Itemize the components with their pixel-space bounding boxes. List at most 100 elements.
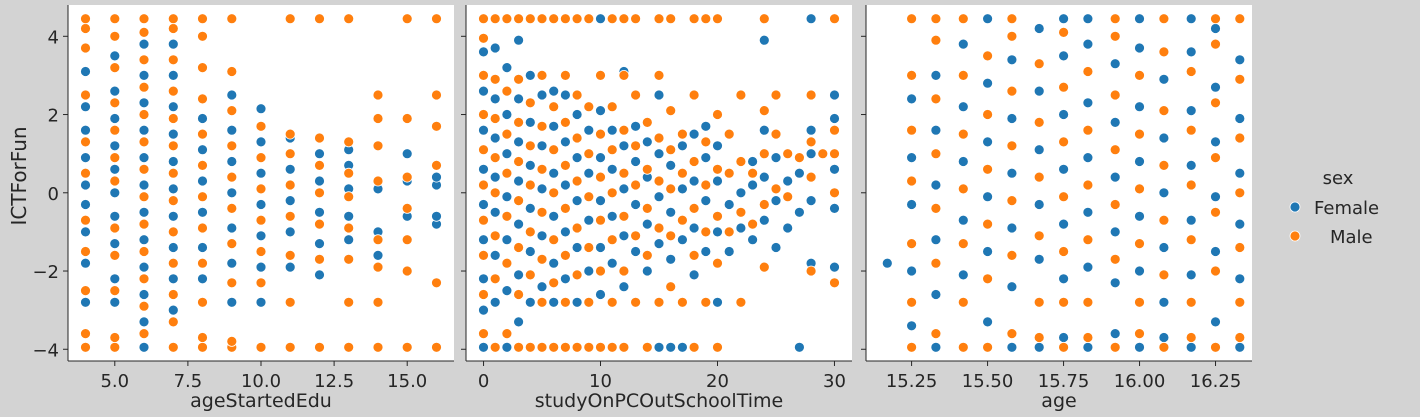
point-female xyxy=(513,316,524,328)
point-female xyxy=(595,13,606,25)
point-male xyxy=(431,120,442,132)
point-female xyxy=(226,257,238,269)
point-female xyxy=(1082,152,1094,164)
point-male xyxy=(688,249,700,261)
point-male xyxy=(630,13,641,25)
legend-label-female: Female xyxy=(1314,198,1379,219)
point-female xyxy=(1006,113,1018,124)
point-male xyxy=(930,93,942,105)
point-female xyxy=(982,136,993,148)
point-female xyxy=(536,89,548,101)
point-male xyxy=(1006,249,1018,261)
point-male xyxy=(1006,85,1018,97)
point-male xyxy=(80,214,91,226)
point-male xyxy=(829,277,840,289)
point-male xyxy=(829,124,840,136)
point-female xyxy=(930,70,942,81)
point-female xyxy=(478,273,489,285)
point-female xyxy=(548,257,560,269)
legend-marker-male xyxy=(1289,230,1301,242)
point-male xyxy=(583,242,595,253)
point-male xyxy=(343,341,355,353)
point-male xyxy=(478,328,489,340)
point-male xyxy=(314,187,325,199)
point-male xyxy=(758,105,770,116)
point-male xyxy=(138,328,150,340)
point-male xyxy=(167,226,179,238)
point-male xyxy=(1058,191,1069,203)
point-male xyxy=(1234,187,1246,199)
point-male xyxy=(1033,171,1045,183)
point-female xyxy=(560,89,571,101)
point-male xyxy=(630,140,641,152)
x-tick-label: 0 xyxy=(478,371,489,392)
point-male xyxy=(80,285,91,297)
point-male xyxy=(109,13,121,25)
point-female xyxy=(401,148,413,160)
point-female xyxy=(536,140,548,152)
point-female xyxy=(501,341,513,353)
point-male xyxy=(1158,269,1170,281)
point-male xyxy=(109,332,121,343)
point-male xyxy=(255,277,267,289)
point-male xyxy=(524,341,536,353)
point-male xyxy=(758,13,770,25)
point-male xyxy=(618,124,630,136)
point-female xyxy=(606,124,618,136)
point-male xyxy=(197,296,208,308)
point-female xyxy=(1158,73,1170,85)
point-male xyxy=(957,296,969,308)
point-female xyxy=(688,269,700,281)
point-female xyxy=(1185,46,1197,58)
point-male xyxy=(138,273,150,285)
point-male xyxy=(1234,132,1246,144)
point-male xyxy=(489,230,501,242)
point-female xyxy=(906,265,917,277)
point-male xyxy=(712,210,723,222)
point-male xyxy=(1134,183,1145,195)
point-male xyxy=(1234,242,1246,253)
point-female xyxy=(138,179,150,191)
point-male xyxy=(343,13,355,25)
point-male xyxy=(1158,341,1170,353)
point-female xyxy=(906,152,917,164)
point-male xyxy=(80,341,91,353)
point-female xyxy=(548,120,560,132)
point-male xyxy=(1082,296,1094,308)
point-female xyxy=(80,257,91,269)
point-female xyxy=(829,163,840,175)
data-points xyxy=(80,13,442,353)
point-female xyxy=(1033,199,1045,210)
point-male xyxy=(524,269,536,281)
point-female xyxy=(138,152,150,164)
point-female xyxy=(595,105,606,116)
point-female xyxy=(167,156,179,167)
point-female xyxy=(284,226,296,238)
point-male xyxy=(747,167,758,179)
point-male xyxy=(501,167,513,179)
x-tick-label: 10.0 xyxy=(241,371,281,392)
point-female xyxy=(595,195,606,207)
point-male xyxy=(343,253,355,265)
point-male xyxy=(712,163,723,175)
point-male xyxy=(226,171,238,183)
point-male xyxy=(197,159,208,171)
point-male xyxy=(595,214,606,226)
point-male xyxy=(226,277,238,289)
point-female xyxy=(1058,273,1069,285)
point-male xyxy=(197,222,208,234)
point-male xyxy=(167,167,179,179)
point-female xyxy=(1210,246,1221,257)
point-male xyxy=(524,140,536,152)
point-male xyxy=(560,117,571,128)
x-tick-label: 20 xyxy=(706,371,729,392)
point-male xyxy=(372,175,384,187)
point-female xyxy=(536,230,548,242)
point-female xyxy=(167,242,179,253)
point-male xyxy=(226,335,238,347)
point-male xyxy=(560,341,571,353)
point-male xyxy=(930,148,942,160)
point-male xyxy=(758,148,770,160)
point-male xyxy=(226,140,238,152)
point-male xyxy=(138,191,150,203)
